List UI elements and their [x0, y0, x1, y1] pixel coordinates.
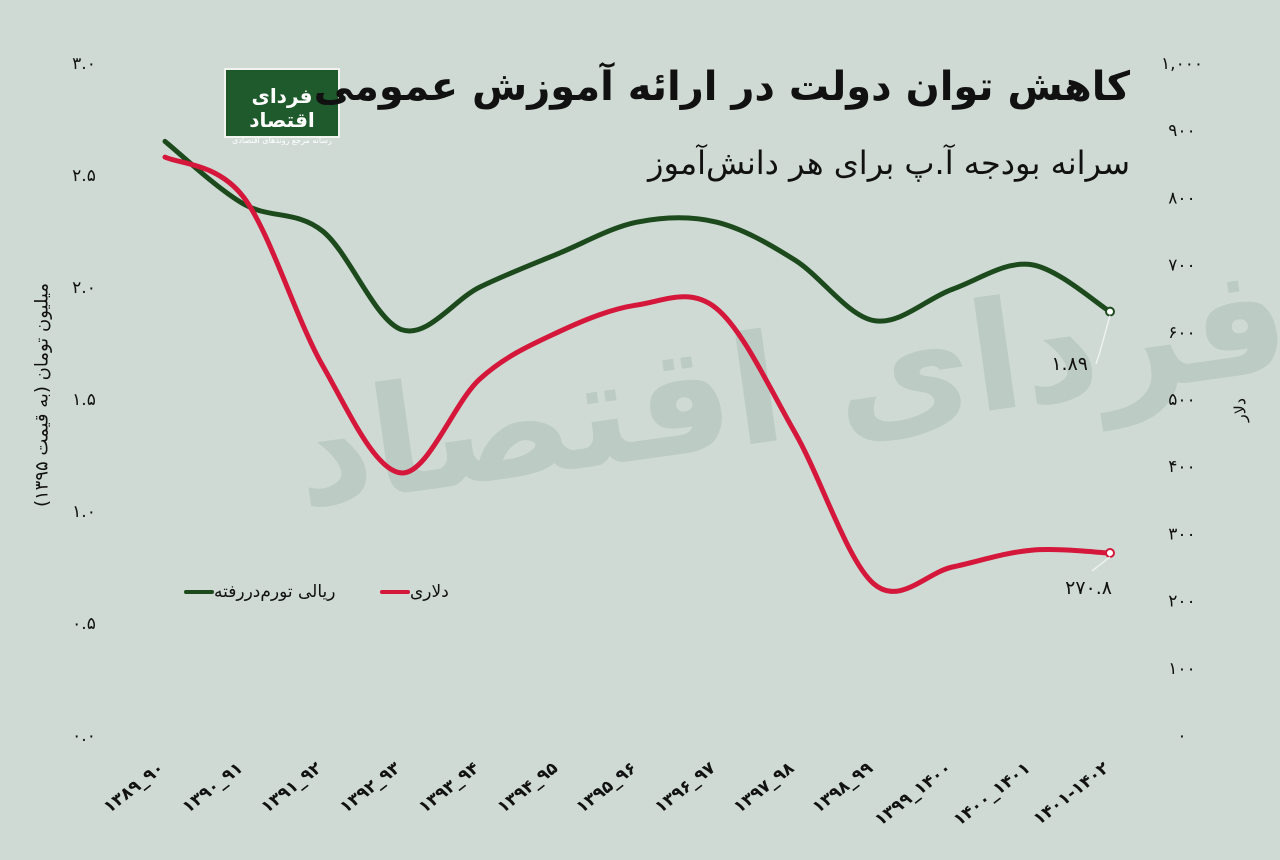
data-point-dollar	[635, 302, 640, 307]
y-tick-right-label: ۶۰۰	[1168, 323, 1195, 343]
data-point-rial	[241, 202, 246, 207]
x-tick-label: ۱۳۸۹_۹۰	[100, 758, 168, 817]
annotation-leader	[1095, 315, 1111, 365]
data-point-rial	[1105, 306, 1115, 317]
series-line-dollar	[162, 154, 1113, 594]
data-point-rial	[950, 287, 955, 292]
data-point-rial	[399, 327, 404, 332]
data-point-dollar	[1029, 548, 1034, 553]
legend-label-dollar: دلاری	[410, 582, 449, 602]
data-point-rial	[163, 139, 167, 144]
chart-subtitle: سرانه بودجه آ.پ برای هر دانش‌آموز	[648, 144, 1130, 182]
data-point-dollar	[871, 581, 876, 586]
logo-name: فردای اقتصاد	[249, 84, 315, 132]
data-label: ۱.۸۹	[1051, 353, 1088, 375]
data-point-dollar	[163, 155, 167, 160]
data-point-rial	[635, 220, 640, 225]
x-tick-label: ۱۳۹۶_۹۷	[651, 758, 720, 818]
x-tick-label: ۱۳۹۹_۱۴۰۰	[871, 758, 955, 830]
x-tick-label: ۱۳۹۸_۹۹	[809, 758, 878, 818]
data-point-dollar	[950, 565, 955, 569]
data-point-rial	[714, 220, 719, 225]
legend-item-dollar: دلاری	[372, 582, 449, 602]
y-tick-left-label: ۰.۵	[72, 614, 96, 634]
brand-logo: فردای اقتصاد رسانه مرجع روندهای اقتصادی	[224, 68, 340, 145]
x-tick-label: ۱۳۹۴_۹۵	[494, 758, 562, 817]
data-point-rial	[793, 258, 797, 263]
data-point-dollar	[793, 430, 797, 435]
x-tick-label: ۱۳۹۲_۹۳	[336, 758, 405, 818]
y-tick-right-label: ۲۰۰	[1168, 592, 1195, 612]
y-tick-left-label: ۱.۵	[72, 390, 96, 410]
y-tick-right-label: ۴۰۰	[1168, 457, 1195, 477]
y-tick-left-label: ۰.۰	[72, 726, 96, 746]
y-tick-right-label: ۳۰۰	[1168, 524, 1195, 544]
data-point-dollar	[556, 329, 561, 334]
y-tick-right-label: ۱,۰۰۰	[1161, 54, 1203, 74]
y-tick-left-label: ۲.۵	[72, 166, 96, 186]
y-tick-right-label: ۹۰۰	[1168, 121, 1195, 141]
data-point-dollar	[478, 376, 482, 381]
x-tick-label: ۱۴۰۱-۱۴۰۲	[1030, 758, 1114, 830]
y-tick-right-label: ۷۰۰	[1168, 256, 1195, 276]
x-tick-label: ۱۳۹۰_۹۱	[179, 758, 247, 817]
data-point-dollar	[320, 363, 325, 368]
data-point-dollar	[1105, 548, 1115, 559]
data-point-rial	[1029, 262, 1034, 267]
logo-tagline: رسانه مرجع روندهای اقتصادی	[232, 136, 332, 145]
legend-label-rial: ریالی تورم‌دررفته	[214, 582, 336, 602]
x-tick-label: ۱۴۰۰_۱۴۰۱	[950, 758, 1034, 830]
data-label: ۲۷۰.۸	[1065, 577, 1112, 599]
y-tick-right-label: ۸۰۰	[1168, 188, 1195, 208]
chart-title: کاهش توان دولت در ارائه آموزش عمومی	[313, 64, 1130, 110]
annotation-leader	[1091, 556, 1111, 572]
x-tick-label: ۱۳۹۵_۹۶	[573, 758, 641, 817]
legend-swatch-dollar	[380, 590, 410, 594]
x-tick-label: ۱۳۹۷_۹۸	[730, 758, 799, 818]
data-point-dollar	[399, 470, 404, 475]
y-axis-left-label: میلیون تومان (به قیمت ۱۳۹۵)	[31, 282, 53, 508]
data-point-rial	[320, 229, 325, 233]
legend-swatch-rial	[184, 590, 214, 594]
y-axis-right-label: دلار	[1230, 398, 1250, 422]
x-tick-label: ۱۳۹۱_۹۲	[258, 758, 327, 818]
data-point-rial	[556, 251, 561, 256]
data-point-rial	[478, 285, 482, 289]
y-tick-right-label: ۱۰۰	[1168, 659, 1195, 679]
data-point-dollar	[714, 306, 719, 311]
y-tick-left-label: ۳.۰	[72, 54, 96, 74]
y-tick-left-label: ۲.۰	[72, 278, 96, 298]
y-tick-right-label: ۰	[1177, 726, 1186, 746]
y-tick-right-label: ۵۰۰	[1168, 390, 1195, 410]
legend-item-rial: ریالی تورم‌دررفته	[176, 582, 335, 602]
data-point-rial	[871, 318, 876, 323]
x-tick-label: ۱۳۹۳_۹۴	[415, 758, 483, 817]
data-point-dollar	[241, 195, 246, 200]
y-tick-left-label: ۱.۰	[72, 502, 96, 522]
